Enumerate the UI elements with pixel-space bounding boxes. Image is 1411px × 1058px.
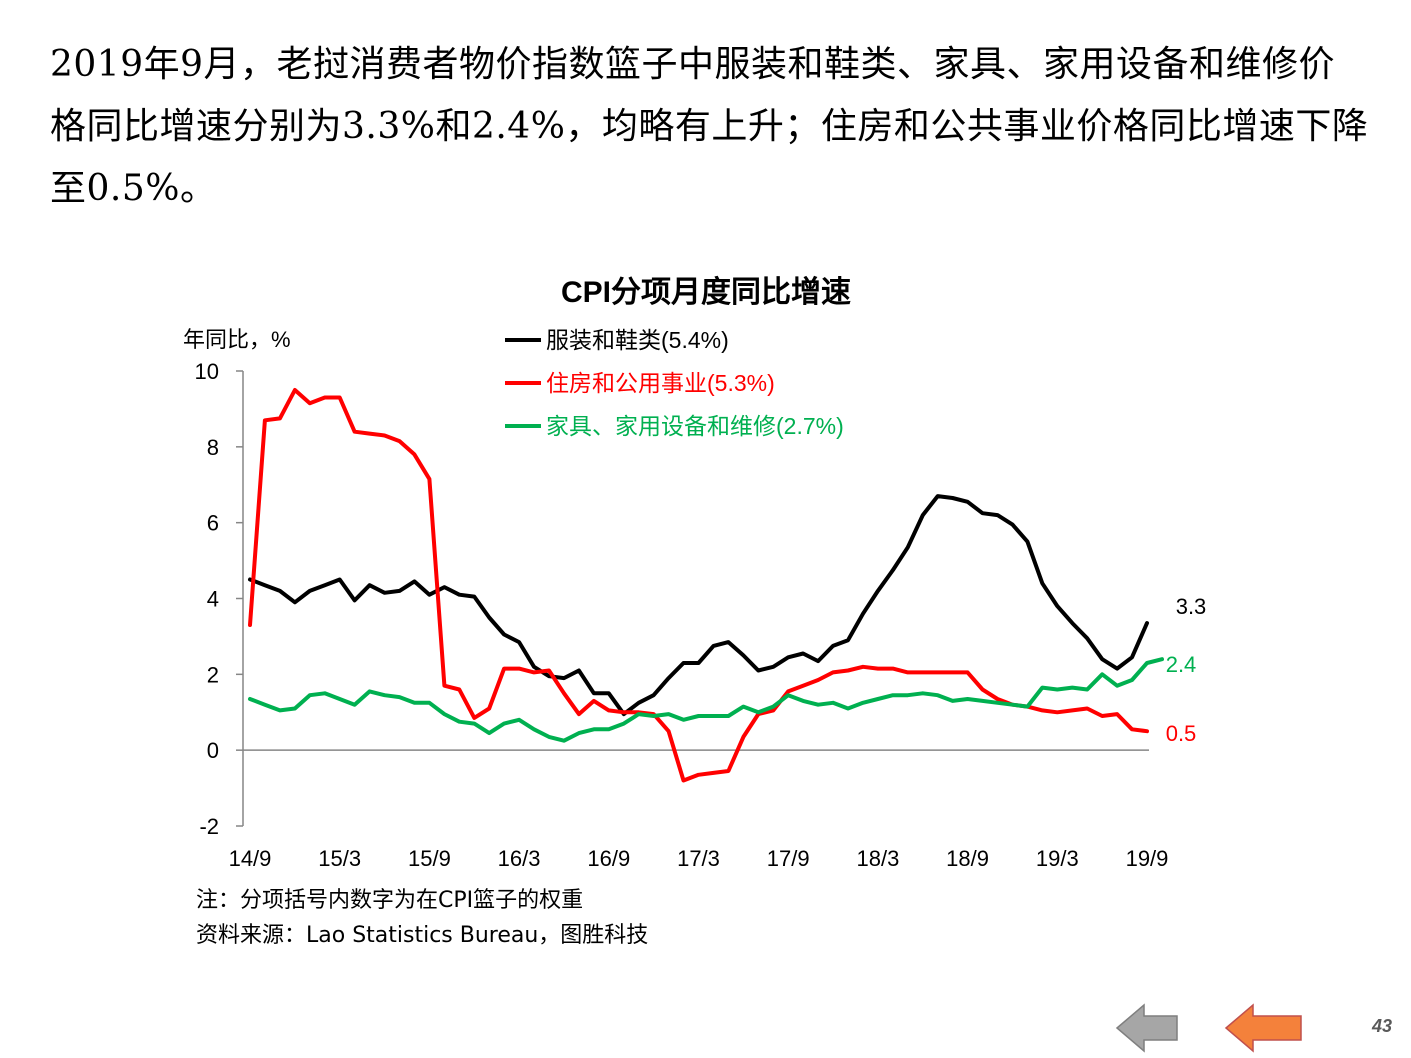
x-tick-label: 19/9 (1126, 846, 1169, 871)
y-tick-label: 10 (195, 359, 219, 384)
y-axis-unit-label: 年同比，% (183, 327, 291, 352)
series-line-0 (248, 494, 1149, 717)
legend-label-1: 住房和公用事业(5.3%) (546, 370, 775, 396)
series-end-label-1: 0.5 (1166, 721, 1197, 746)
x-tick-label: 15/9 (408, 846, 451, 871)
chart-axes: -2 0 2 4 6 8 10 14/9 15/3 15/9 16/3 16/9 17/3 17/9 18/… (195, 359, 1169, 871)
x-tick-label: 14/9 (229, 846, 272, 871)
arrow-left-icon (1115, 1003, 1178, 1053)
chart-series-group (248, 388, 1164, 783)
y-tick-label: 0 (207, 738, 219, 763)
legend-label-0: 服装和鞋类(5.4%) (546, 327, 729, 353)
chart-legend: 服装和鞋类(5.4%) 住房和公用事业(5.3%) 家具、家用设备和维修(2.7%) (505, 327, 844, 439)
series-end-label-0: 3.3 (1176, 594, 1207, 619)
x-tick-label: 17/3 (677, 846, 720, 871)
y-tick-label: -2 (199, 814, 219, 839)
y-tick-label: 6 (207, 511, 219, 536)
y-tick-label: 2 (207, 662, 219, 687)
page-number: 43 (1371, 1016, 1392, 1036)
series-end-label-2: 2.4 (1166, 652, 1197, 677)
x-tick-label: 19/3 (1036, 846, 1079, 871)
x-tick-label: 18/3 (856, 846, 899, 871)
x-tick-label: 16/9 (587, 846, 630, 871)
series-line-1 (248, 388, 1149, 783)
chart-title: CPI分项月度同比增速 (561, 276, 851, 309)
x-tick-label: 16/3 (498, 846, 541, 871)
chart-source: 资料来源：Lao Statistics Bureau，图胜科技 (196, 923, 649, 948)
legend-label-2: 家具、家用设备和维修(2.7%) (546, 413, 844, 439)
next-page-button[interactable] (1222, 1001, 1306, 1055)
chart-note: 注：分项括号内数字为在CPI篮子的权重 (196, 888, 584, 913)
prev-page-button[interactable] (1113, 1001, 1183, 1055)
x-tick-label: 15/3 (318, 846, 361, 871)
intro-paragraph: 2019年9月，老挝消费者物价指数篮子中服装和鞋类、家具、家用设备和维修价格同比… (50, 44, 1369, 209)
chart-end-labels: 3.3 0.5 2.4 (1166, 594, 1207, 746)
x-tick-label: 18/9 (946, 846, 989, 871)
y-tick-label: 4 (207, 587, 219, 612)
series-line-2 (248, 657, 1164, 743)
x-tick-label: 17/9 (767, 846, 810, 871)
y-tick-label: 8 (207, 435, 219, 460)
arrow-left-orange-icon (1224, 1003, 1302, 1053)
